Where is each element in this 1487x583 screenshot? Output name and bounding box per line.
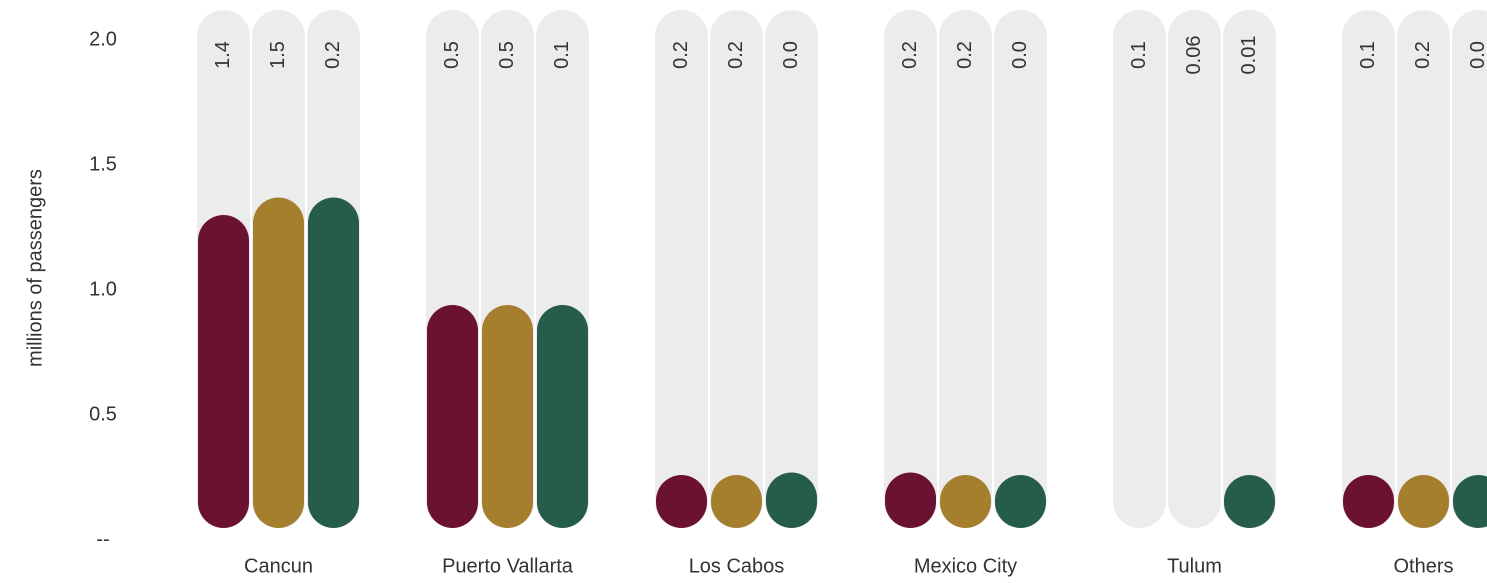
bar xyxy=(940,475,991,528)
annotation: 0.1 xyxy=(551,41,573,69)
annotation: 0.2 xyxy=(725,41,747,69)
bar xyxy=(537,305,588,528)
bar xyxy=(656,475,707,528)
bar xyxy=(995,475,1046,528)
bar xyxy=(766,472,817,528)
y-tick-label: 1.5 xyxy=(89,153,117,175)
annotation: 0.2 xyxy=(899,41,921,69)
bar xyxy=(711,475,762,528)
bar xyxy=(253,197,304,528)
bar xyxy=(1453,475,1487,528)
annotation: 0.2 xyxy=(954,41,976,69)
track xyxy=(1342,10,1395,528)
x-tick-label: Tulum xyxy=(1167,555,1222,577)
annotation: 0.0 xyxy=(780,41,802,69)
annotation: 0.1 xyxy=(1128,41,1150,69)
track xyxy=(1452,10,1487,528)
annotation: 0.2 xyxy=(1412,41,1434,69)
track xyxy=(1168,10,1221,528)
annotation: 0.5 xyxy=(441,41,463,69)
x-tick-label: Puerto Vallarta xyxy=(442,555,574,577)
bar xyxy=(1224,475,1275,528)
annotation: 0.0 xyxy=(1467,41,1487,69)
x-tick-label: Others xyxy=(1393,555,1453,577)
track xyxy=(939,10,992,528)
y-tick-label: -- xyxy=(96,528,109,550)
annotation: 0.2 xyxy=(322,41,344,69)
annotation: 0.06 xyxy=(1183,36,1205,75)
x-tick-label: Mexico City xyxy=(914,555,1017,577)
x-tick-label: Cancun xyxy=(244,555,313,577)
y-axis-label: millions of passengers xyxy=(24,169,46,367)
track xyxy=(1397,10,1450,528)
annotation: 1.5 xyxy=(267,41,289,69)
annotation: 0.1 xyxy=(1357,41,1379,69)
track xyxy=(994,10,1047,528)
y-tick-label: 2.0 xyxy=(89,28,117,50)
annotation: 0.5 xyxy=(496,41,518,69)
bar xyxy=(1343,475,1394,528)
annotation: 1.4 xyxy=(212,41,234,69)
bar xyxy=(308,197,359,528)
track xyxy=(765,10,818,528)
track xyxy=(1113,10,1166,528)
bar xyxy=(885,472,936,528)
y-tick-label: 0.5 xyxy=(89,403,117,425)
annotation: 0.2 xyxy=(670,41,692,69)
y-tick-label: 1.0 xyxy=(89,278,117,300)
track xyxy=(655,10,708,528)
track xyxy=(884,10,937,528)
x-tick-label: Los Cabos xyxy=(689,555,785,577)
bar xyxy=(1398,475,1449,528)
annotation: 0.0 xyxy=(1009,41,1031,69)
bar xyxy=(482,305,533,528)
bar xyxy=(427,305,478,528)
track xyxy=(710,10,763,528)
annotation: 0.01 xyxy=(1238,36,1260,75)
track xyxy=(1223,10,1276,528)
bar xyxy=(198,215,249,528)
